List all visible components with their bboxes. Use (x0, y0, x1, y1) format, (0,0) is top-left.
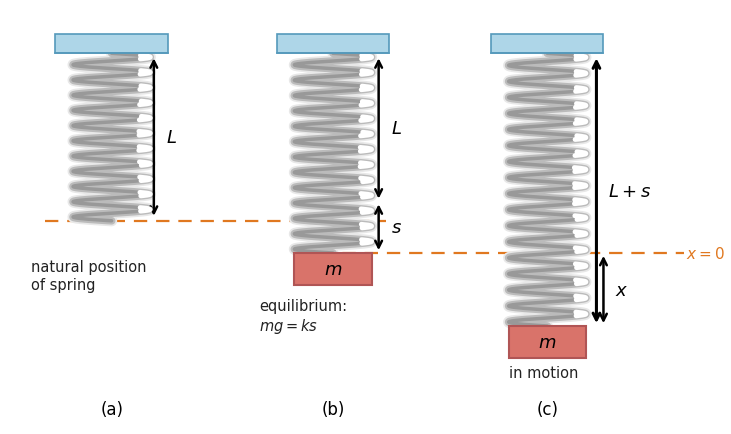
Text: (b): (b) (322, 401, 344, 418)
Bar (295, 253, 371, 286)
Text: equilibrium:
$mg = ks$: equilibrium: $mg = ks$ (260, 299, 347, 335)
Bar (491, 35, 604, 54)
Bar (509, 326, 586, 358)
Text: $L$: $L$ (391, 120, 402, 138)
Text: natural position
of spring: natural position of spring (31, 260, 146, 292)
Bar (56, 35, 168, 54)
Text: $s$: $s$ (391, 219, 402, 237)
Text: $m$: $m$ (538, 333, 556, 351)
Text: $L + s$: $L + s$ (607, 182, 651, 200)
Bar (277, 35, 389, 54)
Text: $L$: $L$ (167, 129, 178, 147)
Text: $x = 0$: $x = 0$ (686, 246, 724, 261)
Text: $x$: $x$ (615, 281, 628, 299)
Text: (a): (a) (100, 401, 123, 418)
Text: in motion: in motion (509, 365, 578, 380)
Text: (c): (c) (537, 401, 558, 418)
Text: $m$: $m$ (324, 260, 342, 279)
